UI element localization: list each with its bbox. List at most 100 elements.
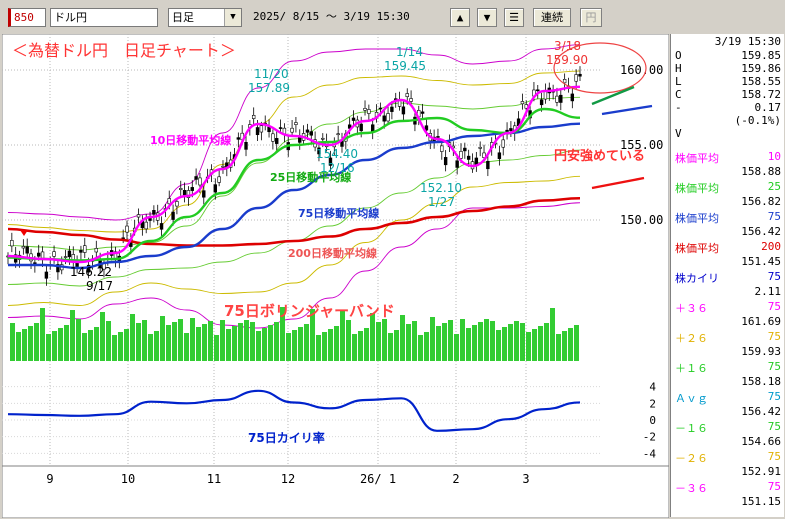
period-select[interactable]: 日足 ▼ — [168, 8, 242, 27]
ohlc-key: V — [675, 127, 682, 140]
candle-body — [459, 151, 463, 159]
candle-body — [482, 152, 486, 158]
point-label: 157.89 — [248, 81, 290, 95]
ohlc-row: C 158.72 — [675, 88, 781, 102]
candle-body — [436, 136, 440, 138]
yen-weak-label: 円安強めている — [554, 148, 645, 164]
volume-bar — [568, 328, 573, 361]
volume-bar — [544, 323, 549, 361]
volume-bar — [412, 321, 417, 361]
candle-body — [271, 133, 275, 142]
volume-bar — [118, 332, 123, 361]
indicator-param: 75 — [767, 300, 781, 313]
candle-body — [56, 264, 60, 273]
ma75-line — [8, 122, 581, 270]
candle-body — [198, 177, 202, 186]
code-field[interactable]: 850 — [8, 8, 46, 27]
x-tick-label: 12 — [281, 472, 295, 486]
ohlc-row: (-0.1%) — [675, 114, 781, 128]
candle-body — [190, 187, 194, 191]
ohlc-key: - — [675, 101, 682, 114]
candle-body — [486, 160, 490, 170]
ohlc-row: V — [675, 127, 781, 141]
point-label: 3/18 — [554, 39, 581, 53]
candle-body — [455, 160, 459, 168]
band-line — [7, 175, 581, 306]
candle-body — [378, 107, 383, 110]
triangle-down-icon[interactable]: ▼ — [477, 8, 497, 27]
candle-body — [217, 176, 221, 183]
ohlc-value: (-0.1%) — [734, 114, 781, 127]
candle-body — [267, 126, 271, 133]
volume-bar — [58, 328, 63, 361]
ma200-label: 200日移動平均線 — [288, 246, 377, 260]
indicator-value: 154.66 — [741, 435, 781, 448]
y-tick-label: 150.00 — [620, 213, 663, 227]
volume-bars — [10, 307, 579, 361]
point-label: 11/20 — [254, 67, 289, 81]
volume-bar — [64, 325, 69, 361]
ohlc-value: 158.55 — [741, 75, 781, 88]
ohlc-key: C — [675, 88, 682, 101]
point-label: 9/17 — [86, 279, 113, 293]
candle-body — [10, 240, 14, 247]
candle-body — [328, 157, 333, 166]
volume-bar — [214, 335, 219, 361]
candle-body — [251, 114, 256, 119]
indicator-param: 75 — [767, 420, 781, 433]
x-tick-label: 3 — [522, 472, 529, 486]
kairi-tick-label: 0 — [649, 414, 656, 427]
indicator-value: 151.45 — [741, 255, 781, 268]
datetime-row: 3/19 15:30 — [675, 35, 781, 49]
axis-ticks: 160.00 155.00 150.00 4 2 0 -2 -4 9 10 11 12 26/ 1 2 3 — [46, 63, 663, 486]
ma25-label: 25日移動平均線 — [270, 170, 351, 184]
volume-bar — [250, 322, 255, 361]
indicator-value: 2.11 — [754, 285, 782, 298]
date-range: 2025/ 8/15 ～ 3/19 15:30 — [253, 10, 410, 23]
candle-body — [213, 184, 218, 193]
renzoku-button[interactable]: 連続 — [533, 8, 571, 27]
volume-bar — [316, 335, 321, 361]
volume-bar — [364, 328, 369, 361]
yen-button[interactable]: 円 — [580, 8, 602, 27]
indicator-value: 158.18 — [741, 375, 781, 388]
indicator-name: －１６ — [675, 422, 708, 435]
candle-body — [290, 127, 294, 133]
volume-bar — [514, 321, 519, 361]
chevron-down-icon: ▼ — [224, 9, 241, 26]
point-label: 146.22 — [70, 265, 112, 279]
indicator-param: 75 — [767, 390, 781, 403]
volume-bar — [526, 332, 531, 361]
kairi-tick-label: -2 — [643, 431, 656, 444]
volume-bar — [46, 334, 51, 361]
indicator-value-row: 158.88 — [675, 165, 781, 179]
candle-body — [405, 93, 409, 98]
volume-bar — [70, 310, 75, 361]
indicator-name: －３６ — [675, 482, 708, 495]
indicator-value: 156.82 — [741, 195, 781, 208]
indicator-row: 株価平均 25 — [675, 180, 781, 195]
volume-bar — [322, 332, 327, 361]
datetime-value: 3/19 15:30 — [714, 35, 781, 48]
triangle-up-icon[interactable]: ▲ — [450, 8, 470, 27]
candle-body — [466, 155, 471, 160]
volume-bar — [100, 312, 105, 361]
candle-body — [474, 157, 479, 165]
side-panel: 3/19 15:30 O 159.85 H 159.86 L 158.55 C 158.72 - 0… — [670, 34, 784, 517]
indicator-value-row: 151.45 — [675, 255, 781, 269]
candle-body — [409, 98, 413, 102]
indicator-value-row: 156.42 — [675, 405, 781, 419]
menu-icon[interactable]: ☰ — [504, 8, 524, 27]
candle-body — [420, 111, 425, 114]
ma10-line — [7, 85, 581, 264]
volume-bar — [208, 321, 213, 361]
volume-bar — [424, 332, 429, 361]
x-tick-label: 2 — [452, 472, 459, 486]
indicator-value-row: 158.18 — [675, 375, 781, 389]
candle-body — [578, 73, 582, 77]
volume-bar — [394, 330, 399, 361]
name-field[interactable]: ドル円 — [50, 8, 158, 27]
candle-body — [309, 131, 313, 136]
candle-body — [194, 176, 198, 180]
candle-body — [259, 125, 264, 133]
